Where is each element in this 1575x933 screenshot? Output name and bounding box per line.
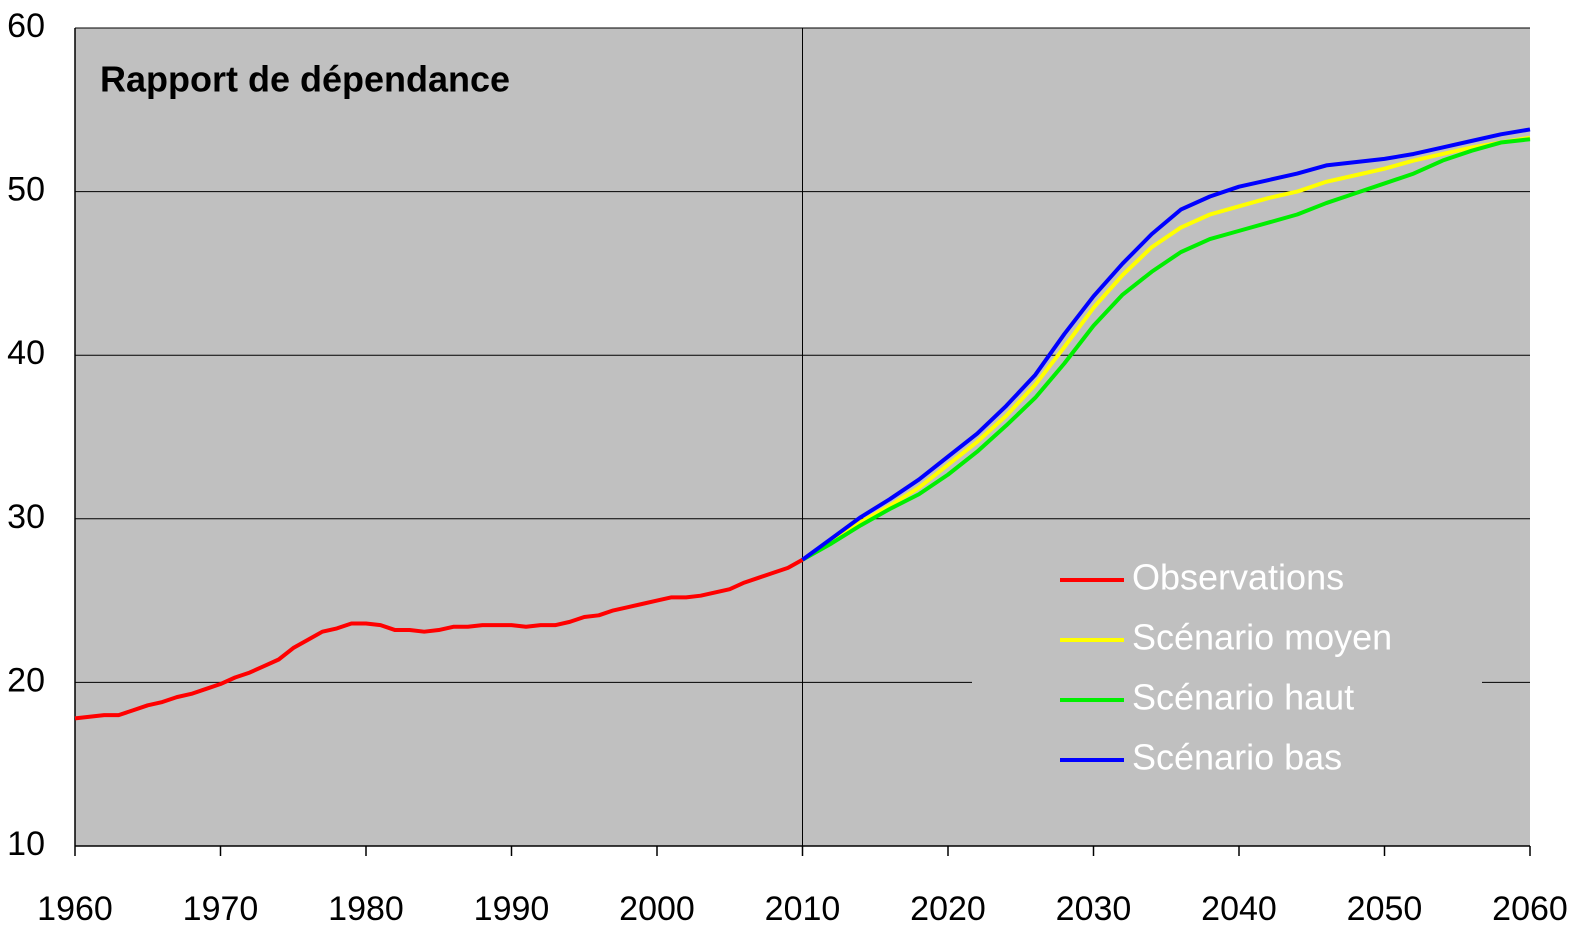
x-tick-label: 1980 bbox=[328, 890, 404, 928]
y-tick-label: 60 bbox=[7, 7, 45, 45]
series-line bbox=[801, 137, 1531, 562]
x-tick-label: 2020 bbox=[910, 890, 986, 928]
legend: Observations Scénario moyen Scénario haut S… bbox=[972, 548, 1482, 808]
y-tick-label: 20 bbox=[7, 661, 45, 699]
y-tick-label: 30 bbox=[7, 498, 45, 536]
x-tick-label: 2030 bbox=[1056, 890, 1132, 928]
series-line bbox=[801, 127, 1531, 562]
y-tick-label: 10 bbox=[7, 825, 45, 863]
x-tick-label: 1990 bbox=[474, 890, 550, 928]
series-line bbox=[801, 135, 1531, 562]
x-tick-label: 1970 bbox=[183, 890, 259, 928]
legend-label: Observations bbox=[1132, 557, 1344, 598]
x-tick-label: 2010 bbox=[765, 890, 841, 928]
legend-label: Scénario moyen bbox=[1132, 617, 1392, 658]
y-tick-label: 40 bbox=[7, 334, 45, 372]
x-tick-label: 1960 bbox=[37, 890, 113, 928]
grid bbox=[74, 27, 1531, 856]
legend-box bbox=[972, 548, 1482, 808]
x-tick-label: 2050 bbox=[1347, 890, 1423, 928]
chart-title: Rapport de dépendance bbox=[100, 59, 510, 100]
x-tick-label: 2060 bbox=[1492, 890, 1568, 928]
lines bbox=[74, 127, 1531, 721]
x-tick-label: 2040 bbox=[1201, 890, 1277, 928]
x-tick-label: 2000 bbox=[619, 890, 695, 928]
series-line bbox=[74, 557, 804, 721]
legend-label: Scénario haut bbox=[1132, 677, 1354, 718]
legend-label: Scénario bas bbox=[1132, 737, 1342, 778]
y-tick-label: 50 bbox=[7, 171, 45, 209]
